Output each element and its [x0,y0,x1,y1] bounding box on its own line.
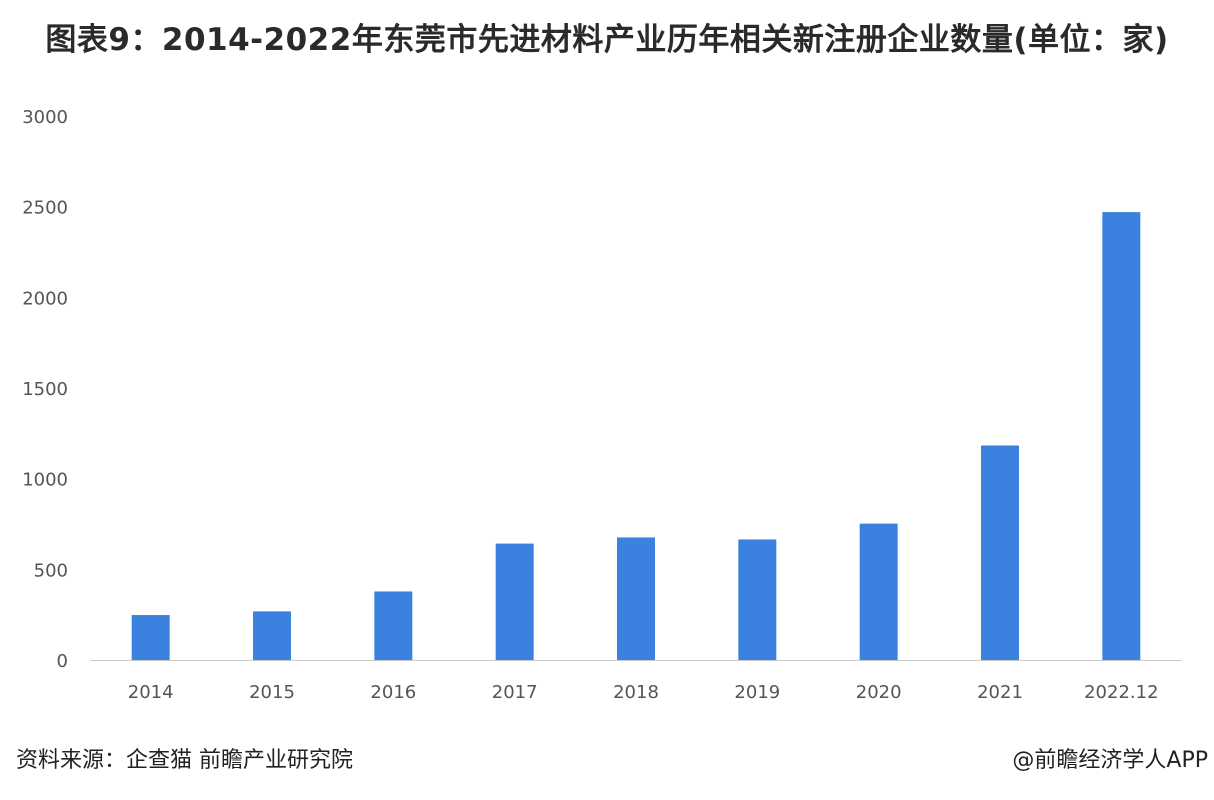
bar-2022.12 [1102,212,1141,660]
x-tick-label: 2022.12 [1084,682,1158,703]
x-tick-label: 2017 [492,682,538,703]
bar-2020 [859,523,898,660]
x-tick-label: 2020 [856,682,902,703]
y-tick-label: 1000 [22,470,68,491]
bar-2017 [495,543,534,660]
x-axis: 2014 2015 2016 2017 2018 2019 2020 2021 2022.12 [128,682,1159,703]
x-tick-label: 2014 [128,682,174,703]
x-tick-label: 2016 [370,682,416,703]
y-tick-label: 500 [34,560,68,581]
y-axis: 0 500 1000 1500 2000 2500 3000 [22,107,68,672]
x-tick-label: 2018 [613,682,659,703]
y-tick-label: 3000 [22,107,68,128]
y-tick-label: 0 [57,651,68,672]
bar-2019 [738,539,777,660]
x-tick-label: 2019 [734,682,780,703]
source-note: 资料来源：企查猫 前瞻产业研究院 [16,748,353,773]
y-tick-label: 2500 [22,198,68,219]
bar-series [131,212,1141,660]
x-tick-label: 2015 [249,682,295,703]
bar-2016 [374,591,413,660]
bar-2018 [617,537,655,660]
bar-2014 [131,615,170,660]
y-tick-label: 1500 [22,379,68,400]
y-tick-label: 2000 [22,288,68,309]
bar-2021 [981,445,1019,660]
credit-note: @前瞻经济学人APP [1012,748,1208,773]
bar-2015 [253,611,291,660]
chart-title: 图表9：2014-2022年东莞市先进材料产业历年相关新注册企业数量(单位：家) [45,22,1169,58]
x-tick-label: 2021 [977,682,1023,703]
